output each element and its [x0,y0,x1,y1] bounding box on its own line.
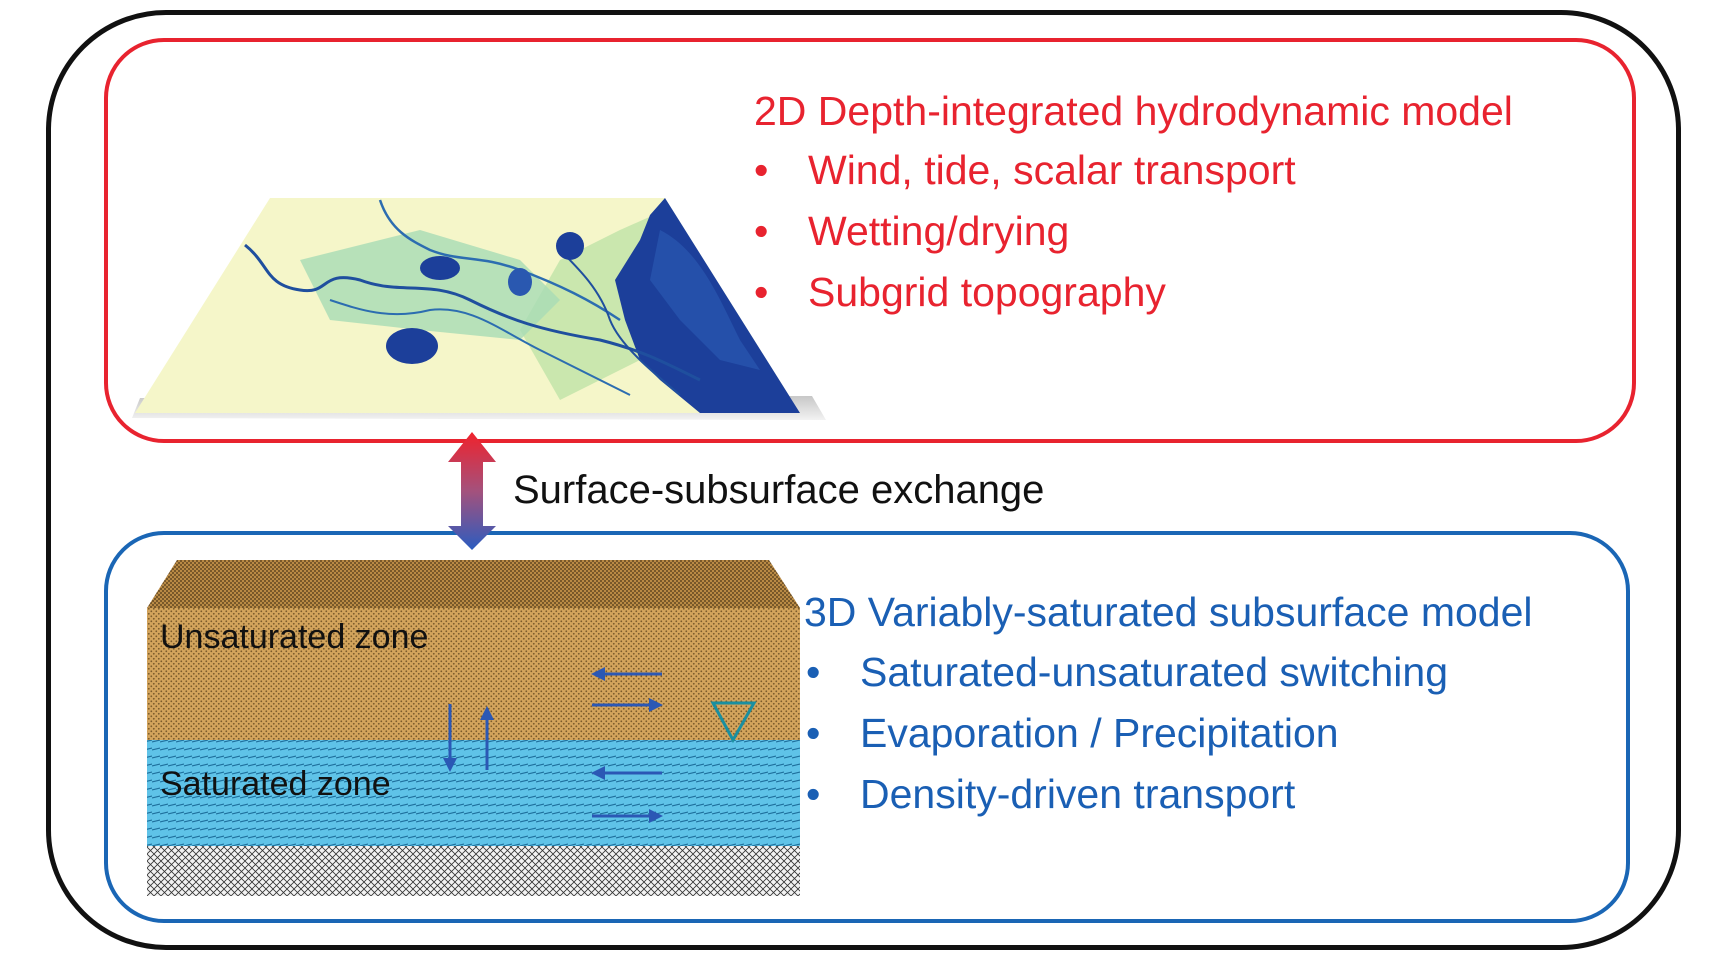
water-table-icon [710,701,757,744]
soil-block [147,560,800,896]
list-item: • Wetting/drying [754,208,1070,254]
list-item: • Density-driven transport [806,771,1296,817]
list-item: • Subgrid topography [754,269,1166,315]
unsaturated-zone-label: Unsaturated zone [160,618,429,656]
exchange-arrow [448,432,496,550]
bullet-icon: • [806,771,821,817]
list-item: • Wind, tide, scalar transport [754,147,1296,193]
exchange-label: Surface-subsurface exchange [513,468,1045,512]
bullet-icon: • [754,208,769,254]
subsurface-model-panel [104,531,1630,923]
bullet-icon: • [806,710,821,756]
list-item: • Evaporation / Precipitation [806,710,1339,756]
subsurface-model-title: 3D Variably-saturated subsurface model [804,589,1533,635]
surface-model-bullets: • Wind, tide, scalar transport • Wetting/d… [754,147,1296,333]
surface-map [132,198,826,420]
outer-frame [46,10,1681,950]
surface-model-title: 2D Depth-integrated hydrodynamic model [754,88,1513,134]
surface-model-panel [104,38,1636,443]
horizontal-flow-arrows [591,667,663,823]
subsurface-model-bullets: • Saturated-unsaturated switching • Evapor… [806,649,1449,835]
bullet-icon: • [806,649,821,695]
bullet-icon: • [754,147,769,193]
vertical-flow-arrows [443,704,494,772]
bullet-icon: • [754,269,769,315]
list-item: • Saturated-unsaturated switching [806,649,1449,695]
saturated-zone-label: Saturated zone [160,765,391,803]
